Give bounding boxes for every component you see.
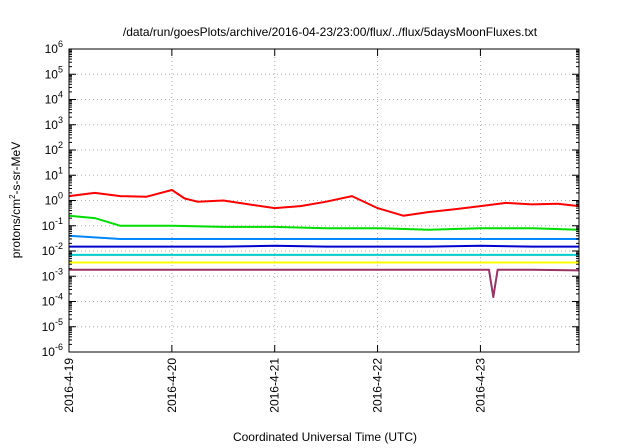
y-tick-label: 105 — [45, 64, 63, 81]
y-tick-label-base: 10 — [45, 93, 59, 107]
y-tick-label: 10-5 — [42, 317, 63, 334]
y-tick-label: 10-1 — [42, 216, 63, 233]
y-tick-label-base: 10 — [45, 118, 59, 132]
y-tick-label: 10-2 — [42, 241, 63, 258]
y-tick-label-exp: 0 — [58, 191, 63, 201]
x-tick-label: 2016-4-20 — [165, 358, 179, 413]
x-tick-label: 2016-4-23 — [473, 358, 487, 413]
y-tick-label-exp: 3 — [58, 115, 63, 125]
y-tick-label: 10-6 — [42, 342, 63, 359]
y-axis-label-pre: protons/cm — [9, 199, 23, 258]
y-axis-label: protons/cm2-s-sr-MeV — [8, 142, 23, 258]
x-axis-tick-labels: 2016-4-19 2016-4-20 2016-4-21 2016-4-22 2016… — [62, 358, 487, 413]
series-line-4 — [69, 244, 579, 248]
series-line-2 — [68, 214, 580, 231]
y-tick-label: 106 — [45, 39, 63, 56]
y-tick-label-exp: -2 — [55, 241, 63, 251]
y-axis-label-post: -s-sr-MeV — [9, 142, 23, 195]
y-tick-label-exp: -3 — [55, 266, 63, 276]
y-tick-label-exp: 6 — [58, 39, 63, 49]
y-tick-label: 10-3 — [42, 266, 63, 283]
y-tick-label-exp: -5 — [55, 317, 63, 327]
y-tick-label-base: 10 — [42, 244, 56, 258]
chart-title: /data/run/goesPlots/archive/2016-04-23/2… — [123, 25, 538, 39]
y-tick-label-base: 10 — [45, 143, 59, 157]
x-tick-label: 2016-4-19 — [62, 358, 76, 413]
y-axis-label-sup: 2 — [8, 194, 17, 199]
grid-lines — [69, 49, 579, 352]
y-tick-label: 100 — [45, 191, 63, 208]
x-tick-label: 2016-4-21 — [268, 358, 282, 413]
y-tick-label-base: 10 — [42, 345, 56, 359]
y-tick-label-exp: 1 — [58, 165, 63, 175]
series-line-3 — [68, 234, 579, 240]
y-tick-label-base: 10 — [42, 219, 56, 233]
y-tick-label: 104 — [45, 90, 63, 107]
y-tick-label-base: 10 — [42, 295, 56, 309]
y-tick-label-base: 10 — [45, 42, 59, 56]
series-line-1 — [68, 189, 580, 217]
y-tick-label: 10-4 — [42, 292, 63, 309]
y-tick-label: 101 — [45, 165, 63, 182]
y-tick-label-exp: 5 — [58, 64, 63, 74]
y-tick-label-base: 10 — [42, 269, 56, 283]
y-tick-label-exp: 4 — [58, 90, 63, 100]
y-tick-label-exp: 2 — [58, 140, 63, 150]
x-tick-label: 2016-4-22 — [371, 358, 385, 413]
y-tick-label: 103 — [45, 115, 63, 132]
y-tick-label: 102 — [45, 140, 63, 157]
y-axis-tick-labels: 10-610-510-410-310-210-11001011021031041… — [42, 39, 63, 359]
axis-ticks — [68, 48, 579, 353]
y-tick-label-exp: -1 — [55, 216, 63, 226]
y-tick-label-base: 10 — [42, 320, 56, 334]
series-lines — [68, 189, 580, 299]
y-tick-label-exp: -4 — [55, 292, 63, 302]
x-axis-label: Coordinated Universal Time (UTC) — [233, 430, 417, 444]
y-tick-label-base: 10 — [45, 168, 59, 182]
series-line-7 — [69, 268, 580, 299]
y-tick-label-exp: -6 — [55, 342, 63, 352]
y-tick-label-base: 10 — [45, 67, 59, 81]
y-tick-label-base: 10 — [45, 194, 59, 208]
